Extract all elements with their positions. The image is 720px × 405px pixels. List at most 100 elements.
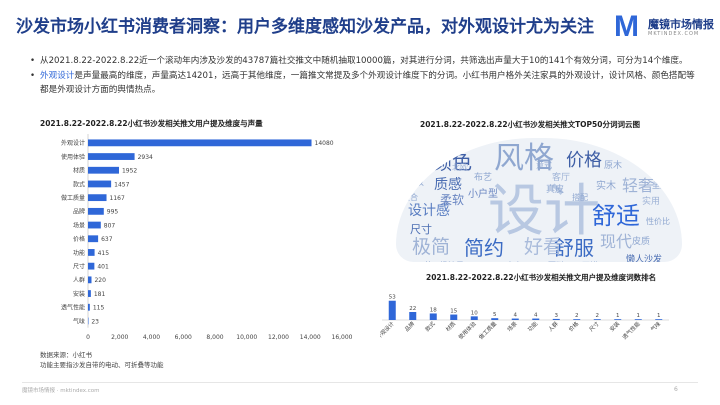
wordcloud-word: 好看 — [524, 236, 563, 258]
wordcloud-word: 设计感 — [408, 203, 450, 219]
note-function: 功能主要指沙发自带的电动、可折叠等功能 — [40, 361, 164, 369]
hbar-bar — [88, 235, 99, 243]
wordcloud-word: 现代 — [600, 232, 633, 251]
vbar-value-label: 4 — [534, 313, 538, 319]
wordcloud-word: 质感 — [434, 177, 462, 193]
hbar-bar — [88, 180, 112, 188]
wordcloud-title: 2021.8.22-2022.8.22小红书沙发相关推文TOP50分词词云图 — [420, 120, 640, 129]
bullet-1-text: 从2021.8.22-2022.8.22近一个滚动年内涉及沙发的43787篇社交… — [40, 56, 688, 66]
hbar-category-label: 外观设计 — [61, 139, 85, 147]
logo-subtitle: MKTINDEX.COM — [648, 31, 700, 37]
bullet-2-highlight: 外观设计 — [40, 71, 75, 81]
hbar-chart: 外观设计 14080 使用体验 2934 材质 1952 款式 1457 做工质量 1167 品牌 9… — [61, 134, 353, 340]
hbar-chart-title: 2021.8.22-2022.8.22小红书沙发相关推文用户提及维度与声量 — [40, 119, 263, 128]
wordcloud-word: 坐感 — [652, 181, 668, 190]
hbar-category-label: 安装 — [73, 290, 85, 298]
vbar-value-label: 5 — [493, 312, 497, 318]
vbar-value-label: 3 — [555, 313, 559, 319]
vbar-value-label: 2 — [596, 313, 600, 319]
hbar-value-label: 637 — [101, 236, 113, 243]
vbar-value-label: 1 — [616, 313, 620, 319]
hbar-bar — [88, 317, 89, 325]
page-number: 6 — [674, 386, 678, 393]
vbar-value-label: 10 — [471, 310, 478, 316]
vbar-value-label: 53 — [389, 295, 396, 301]
hbar-value-label: 1167 — [110, 195, 125, 202]
vbar-value-label: 15 — [450, 309, 457, 315]
wordcloud-word: 柔软 — [440, 193, 465, 207]
hbar-bar — [88, 221, 101, 229]
wordcloud-word: 颜色 — [432, 150, 472, 174]
hbar-value-label: 415 — [98, 250, 110, 257]
hbar-value-label: 23 — [91, 318, 99, 325]
wordcloud-word: 实用 — [642, 197, 661, 207]
vbar-value-label: 1 — [637, 313, 641, 319]
vbar-bar — [409, 312, 417, 320]
hbar-bar — [88, 262, 95, 270]
vbar-bar — [593, 319, 601, 320]
wordcloud-word: 简约 — [464, 236, 504, 260]
hbar-category-label: 人群 — [73, 276, 85, 284]
vbar-category-label: 人群 — [546, 319, 560, 333]
vbar-category-label: 尺寸 — [587, 319, 601, 333]
hbar-category-label: 品牌 — [73, 208, 85, 216]
wordcloud-word: 舒适 — [592, 202, 640, 230]
vbar-category-label: 款式 — [423, 319, 437, 333]
vbar-value-label: 18 — [430, 307, 437, 313]
hbar-value-label: 2934 — [138, 154, 153, 161]
bullet-1: 从2021.8.22-2022.8.22近一个滚动年内涉及沙发的43787篇社交… — [30, 54, 700, 68]
wordcloud-word: 意式 — [536, 161, 552, 170]
hbar-tick-label: 2,000 — [111, 334, 128, 340]
hbar-tick-label: 0 — [86, 334, 90, 340]
wordcloud-word: 轻奢 — [622, 176, 655, 195]
vbar-category-label: 使用体验 — [456, 319, 478, 341]
hbar-bar — [88, 249, 95, 256]
hbar-bar — [88, 207, 104, 215]
hbar-category-label: 价格 — [73, 235, 85, 243]
hbar-tick-label: 4,000 — [143, 334, 160, 340]
hbar-bar — [88, 290, 91, 297]
hbar-value-label: 1457 — [114, 181, 129, 188]
wordcloud-word: 极简 — [412, 236, 451, 258]
vbar-bar — [532, 318, 540, 320]
hbar-category-label: 场景 — [73, 221, 85, 229]
logo-mark: M — [614, 10, 639, 43]
vbar-category-label: 功能 — [526, 319, 540, 333]
hbar-bar — [88, 166, 119, 174]
chart-notes: 数据来源：小红书 功能主要指沙发自带的电动、可折叠等功能 — [40, 350, 164, 370]
vbar-chart-title: 2021.8.22-2022.8.22小红书沙发相关推文用户提及维度词数排名 — [426, 273, 657, 282]
hbar-bar — [88, 139, 312, 147]
wordcloud-word: 风格 — [494, 141, 554, 176]
vbar-bar — [634, 319, 642, 320]
hbar-bar — [88, 153, 135, 160]
logo: M 魔镜市场情报 MKTINDEX.COM — [614, 10, 714, 44]
wordcloud-word: 客厅 — [552, 173, 571, 183]
hbar-tick-label: 16,000 — [332, 334, 353, 340]
wordcloud-word: 价格 — [566, 150, 602, 171]
page-title: 沙发市场小红书消费者洞察：用户多维度感知沙发产品，对外观设计尤为关注 — [16, 17, 594, 37]
hbar-category-label: 做工质量 — [61, 194, 85, 202]
hbar-category-label: 透气性能 — [61, 304, 85, 312]
footer-text: 魔镜市场情报 · mktindex.com — [22, 388, 100, 394]
hbar-category-label: 材质 — [73, 167, 85, 175]
wordcloud-word: 布艺 — [474, 173, 493, 183]
hbar-category-label: 功能 — [73, 249, 85, 257]
hbar-category-label: 尺寸 — [73, 262, 85, 270]
hbar-category-label: 气味 — [73, 317, 85, 325]
wordcloud-word: 小户型 — [468, 189, 498, 200]
vbar-bar — [388, 300, 396, 320]
wordcloud-word: 原木 — [604, 161, 623, 171]
vbar-chart: 53外观设计22品牌18款式15材质10使用体验5做工质量4场景4功能3人群2价… — [380, 295, 669, 341]
vbar-bar — [573, 319, 581, 320]
vbar-bar — [470, 316, 478, 320]
hbar-category-label: 款式 — [73, 180, 85, 188]
vbar-category-label: 品牌 — [403, 319, 417, 333]
vbar-bar — [511, 318, 519, 320]
hbar-value-label: 14080 — [315, 140, 334, 147]
vbar-bar — [552, 318, 560, 320]
hbar-value-label: 220 — [94, 277, 106, 284]
hbar-tick-label: 10,000 — [236, 334, 257, 340]
wordcloud-word: 搭配 — [572, 193, 588, 202]
bullet-2-text: 是声量最高的维度，声量高达14201，远高于其他维度，一篇推文常提及多个外观设计… — [40, 71, 695, 95]
vbar-category-label: 场景 — [505, 319, 519, 333]
